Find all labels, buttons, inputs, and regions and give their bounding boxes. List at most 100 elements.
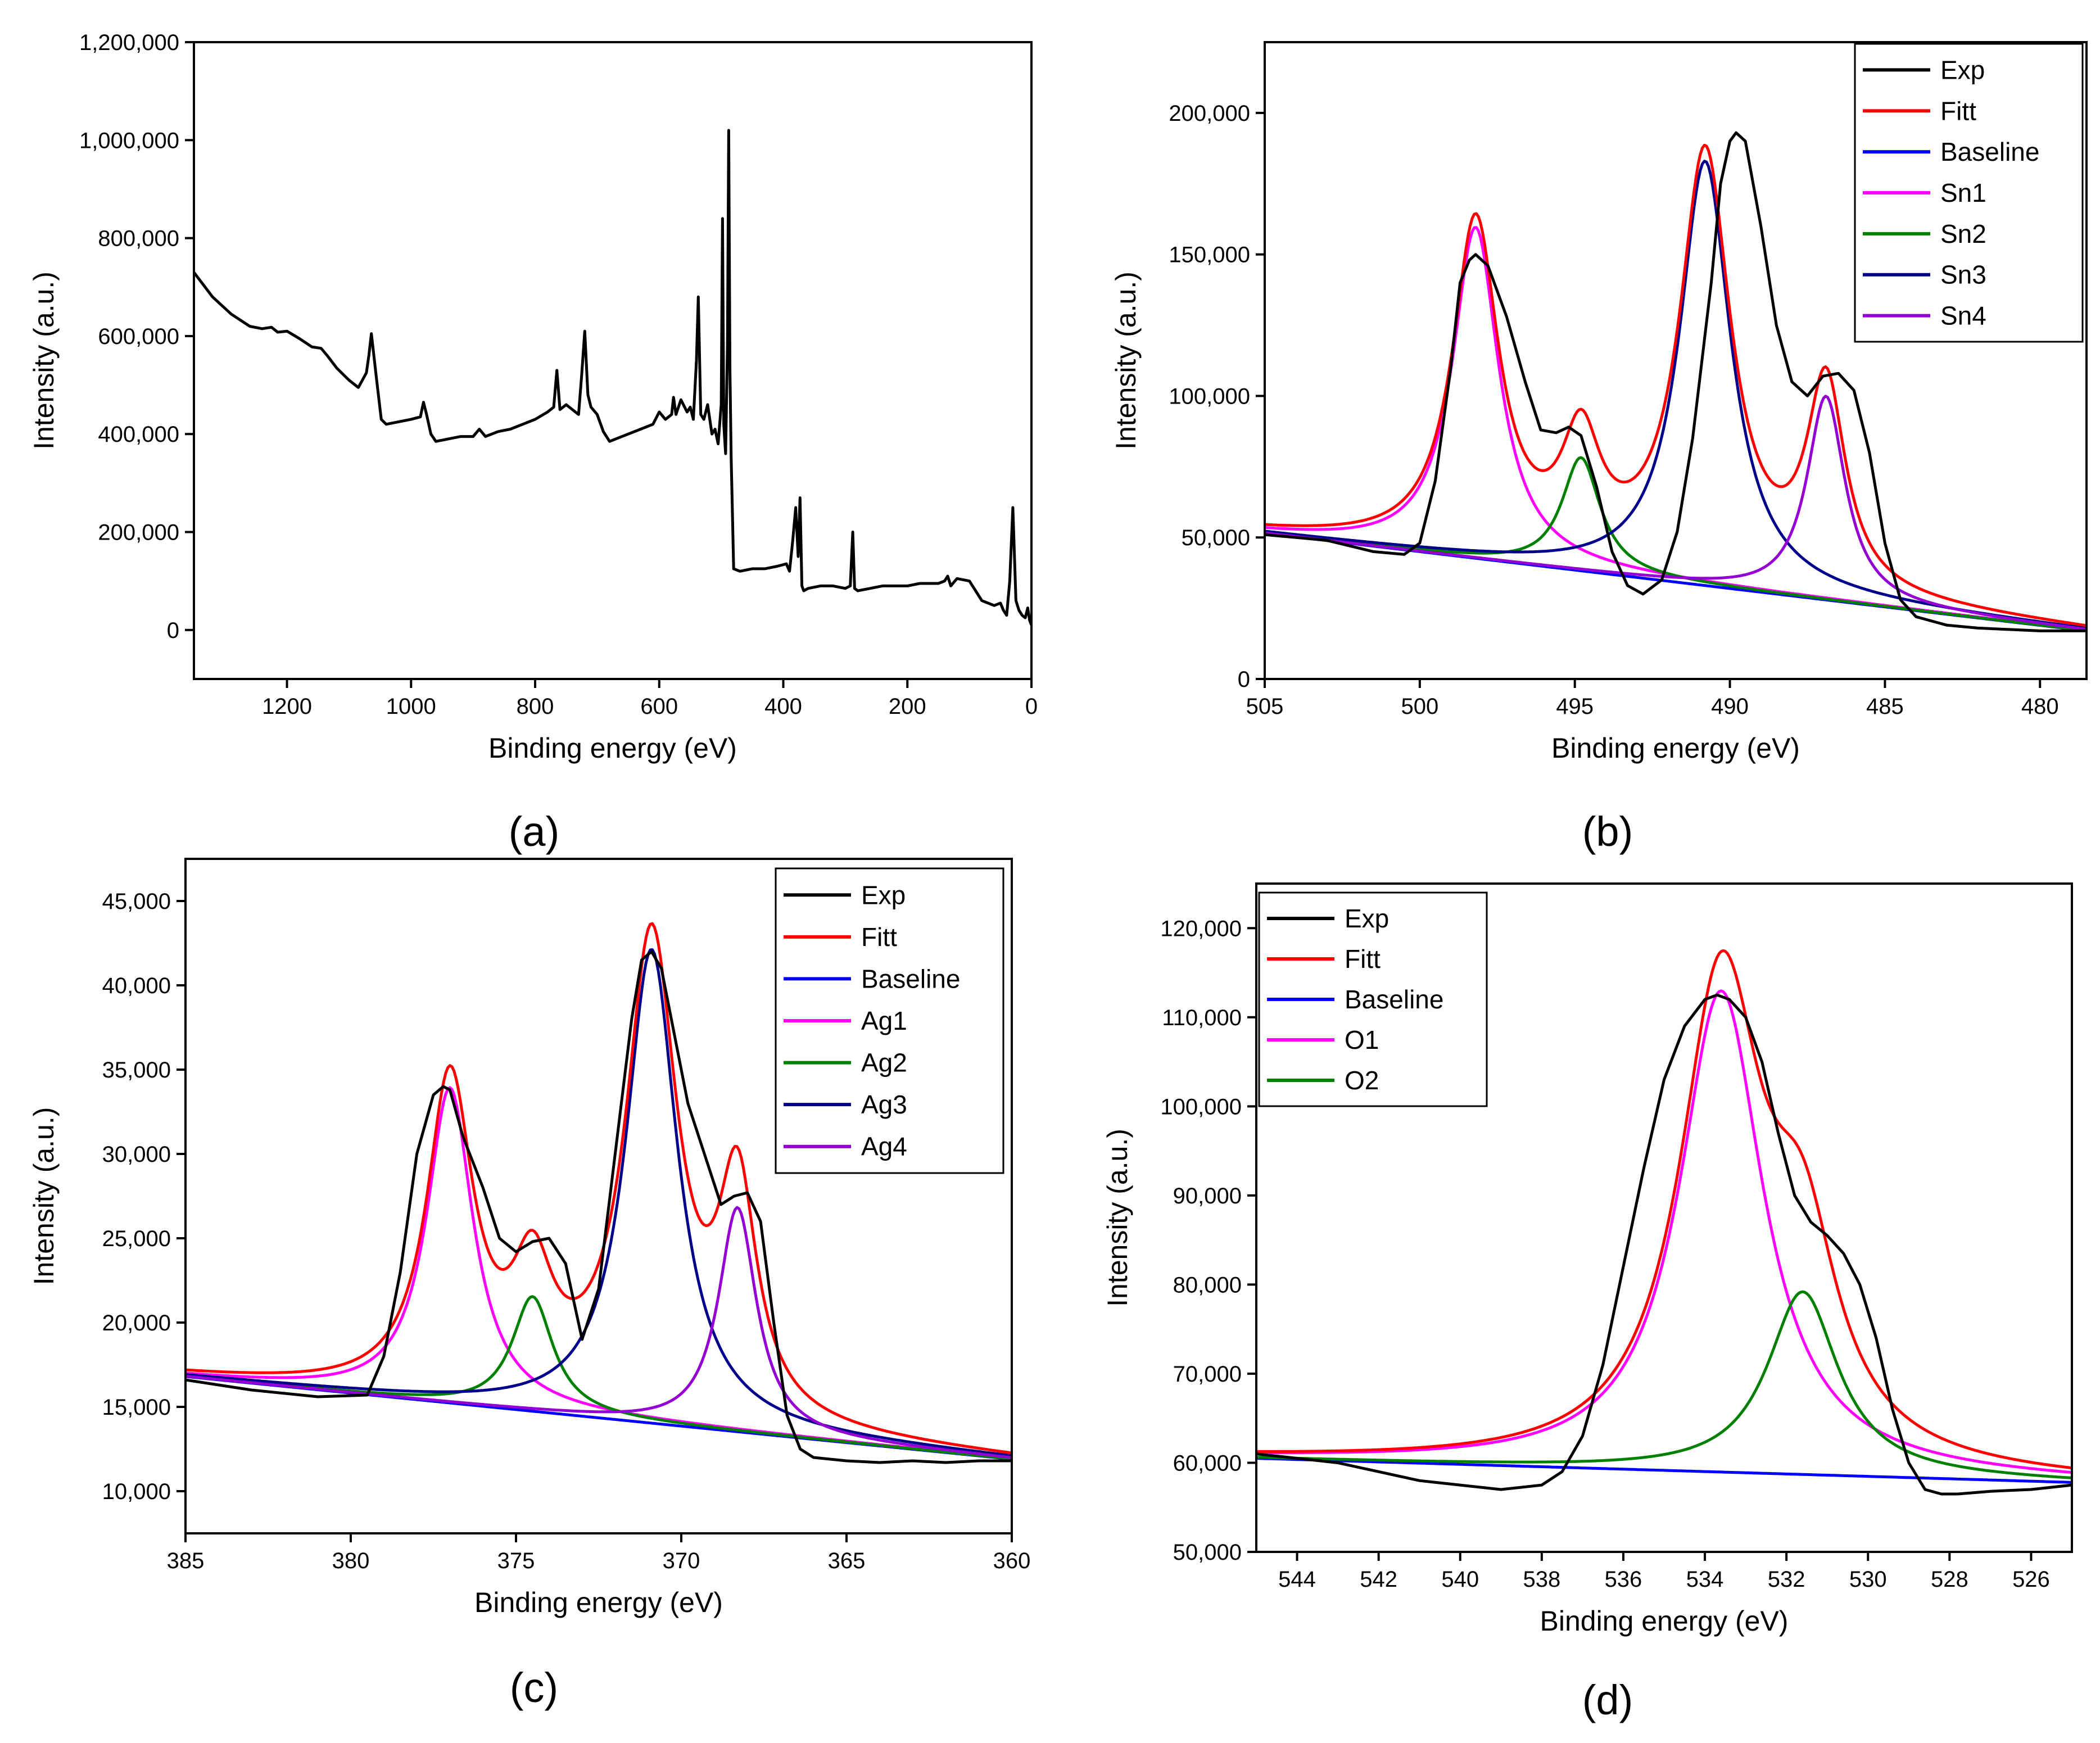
legend-label-ag1: Ag1 bbox=[861, 1006, 907, 1035]
y-tick-label: 30,000 bbox=[102, 1142, 171, 1167]
legend-label-sn4: Sn4 bbox=[1940, 301, 1986, 331]
series-exp-line bbox=[1256, 993, 2072, 1496]
panel-d: 544 542 540 538 536 534 532 530 528 526 50,000 60,0… bbox=[1102, 882, 2073, 1723]
series-o2-line bbox=[1256, 1290, 2072, 1479]
x-tick-label: 1200 bbox=[262, 694, 312, 719]
y-axis-title: Intensity (a.u.) bbox=[28, 271, 60, 450]
x-tick-label: 530 bbox=[1849, 1567, 1887, 1592]
series-fitt-line bbox=[1265, 143, 2087, 627]
legend-label-o1: O1 bbox=[1345, 1025, 1379, 1054]
x-axis-title: Binding energy (eV) bbox=[1551, 732, 1800, 764]
legend: Exp Fitt Baseline O1 O2 bbox=[1258, 891, 1488, 1107]
legend-label-exp: Exp bbox=[861, 880, 906, 909]
x-tick-label: 500 bbox=[1401, 694, 1438, 719]
legend-label-ag3: Ag3 bbox=[861, 1090, 907, 1119]
plot-frame bbox=[1264, 41, 2088, 680]
y-tick-label: 600,000 bbox=[98, 324, 179, 349]
x-tick-label: 528 bbox=[1931, 1567, 1968, 1592]
y-tick-label: 15,000 bbox=[102, 1395, 171, 1420]
x-tick-label: 385 bbox=[167, 1549, 205, 1573]
legend-label-o2: O2 bbox=[1345, 1066, 1379, 1095]
x-tick-label: 200 bbox=[889, 694, 926, 719]
legend-label-fitt: Fitt bbox=[1345, 944, 1381, 974]
x-tick-label: 536 bbox=[1605, 1567, 1642, 1592]
x-axis-title: Binding energy (eV) bbox=[1540, 1605, 1789, 1637]
panel-label: (c) bbox=[510, 1664, 558, 1711]
x-tick-label: 380 bbox=[332, 1549, 370, 1573]
panel-label: (d) bbox=[1582, 1677, 1633, 1723]
legend-label-fitt: Fitt bbox=[1940, 96, 1976, 125]
x-tick-label: 495 bbox=[1556, 694, 1594, 719]
y-tick-label: 1,000,000 bbox=[79, 128, 179, 153]
series-group bbox=[194, 129, 1031, 626]
x-tick-label: 540 bbox=[1441, 1567, 1479, 1592]
series-o1-line bbox=[1256, 989, 2072, 1474]
y-tick-label: 20,000 bbox=[102, 1311, 171, 1335]
y-axis-title: Intensity (a.u.) bbox=[28, 1107, 60, 1285]
series-ag3-line bbox=[185, 948, 1012, 1457]
y-tick-label: 110,000 bbox=[1162, 1006, 1242, 1030]
y-tick-label: 10,000 bbox=[102, 1479, 171, 1504]
y-tick-label: 60,000 bbox=[1173, 1451, 1242, 1475]
x-tick-label: 360 bbox=[993, 1549, 1031, 1573]
series-ag4-line bbox=[185, 1206, 1012, 1459]
legend-label-exp: Exp bbox=[1345, 904, 1389, 933]
panel-label: (a) bbox=[509, 808, 559, 855]
x-tick-label: 538 bbox=[1523, 1567, 1560, 1592]
plot-frame bbox=[1255, 882, 2073, 1553]
series-exp-line bbox=[185, 950, 1012, 1464]
legend-label-fitt: Fitt bbox=[861, 922, 897, 952]
x-tick-label: 370 bbox=[663, 1549, 700, 1573]
y-tick-label: 100,000 bbox=[1160, 1094, 1242, 1119]
x-tick-label: 490 bbox=[1711, 694, 1749, 719]
x-tick-label: 534 bbox=[1686, 1567, 1724, 1592]
plot-frame bbox=[193, 41, 1033, 680]
y-tick-label: 100,000 bbox=[1169, 384, 1250, 409]
series-exp-line bbox=[1265, 131, 2087, 632]
legend-label-ag4: Ag4 bbox=[861, 1132, 907, 1161]
y-axis-title: Intensity (a.u.) bbox=[1102, 1129, 1133, 1307]
y-tick-label: 200,000 bbox=[98, 520, 179, 545]
x-tick-label: 544 bbox=[1278, 1567, 1316, 1592]
y-tick-label: 150,000 bbox=[1169, 243, 1250, 268]
legend: Exp Fitt Baseline Sn1 Sn2 Sn3 Sn4 bbox=[1854, 43, 2084, 343]
legend-label-baseline: Baseline bbox=[1940, 137, 2039, 166]
y-tick-label: 35,000 bbox=[102, 1058, 171, 1083]
y-tick-label: 90,000 bbox=[1173, 1184, 1242, 1208]
x-tick-label: 532 bbox=[1768, 1567, 1805, 1592]
y-tick-label: 0 bbox=[167, 618, 179, 643]
x-tick-label: 375 bbox=[497, 1549, 535, 1573]
x-tick-label: 600 bbox=[640, 694, 678, 719]
x-tick-label: 1000 bbox=[386, 694, 436, 719]
legend-label-baseline: Baseline bbox=[861, 964, 960, 993]
legend-label-sn1: Sn1 bbox=[1940, 178, 1986, 207]
panel-a: 1200 1000 800 600 400 200 0 0 200,000 400,000 600,… bbox=[28, 30, 1038, 855]
y-tick-label: 800,000 bbox=[98, 227, 179, 251]
x-tick-label: 485 bbox=[1866, 694, 1904, 719]
y-axis-title: Intensity (a.u.) bbox=[1110, 271, 1142, 450]
series-group bbox=[1256, 949, 2072, 1496]
legend-label-sn3: Sn3 bbox=[1940, 260, 1986, 289]
x-tick-label: 526 bbox=[2012, 1567, 2050, 1592]
legend: Exp Fitt Baseline Ag1 Ag2 Ag3 Ag4 bbox=[775, 867, 1004, 1174]
legend-label-exp: Exp bbox=[1940, 55, 1985, 84]
series-fitt-line bbox=[1256, 949, 2072, 1470]
y-tick-label: 50,000 bbox=[1173, 1540, 1242, 1565]
y-tick-label: 80,000 bbox=[1173, 1273, 1242, 1297]
x-tick-label: 365 bbox=[828, 1549, 866, 1573]
x-tick-label: 800 bbox=[517, 694, 554, 719]
x-axis-title: Binding energy (eV) bbox=[474, 1587, 723, 1618]
y-tick-label: 70,000 bbox=[1173, 1362, 1242, 1387]
x-tick-label: 400 bbox=[764, 694, 802, 719]
y-tick-label: 1,200,000 bbox=[79, 30, 179, 55]
legend-label-sn2: Sn2 bbox=[1940, 219, 1986, 248]
x-axis-title: Binding energy (eV) bbox=[488, 732, 737, 764]
y-tick-label: 45,000 bbox=[102, 889, 171, 914]
y-tick-label: 25,000 bbox=[102, 1226, 171, 1251]
series-group bbox=[185, 922, 1012, 1464]
series-group bbox=[1265, 131, 2087, 632]
panel-c: 385 380 375 370 365 360 10,000 15,000 20,000 25,0… bbox=[28, 858, 1031, 1711]
x-tick-label: 0 bbox=[1025, 694, 1038, 719]
legend-label-baseline: Baseline bbox=[1345, 985, 1443, 1014]
